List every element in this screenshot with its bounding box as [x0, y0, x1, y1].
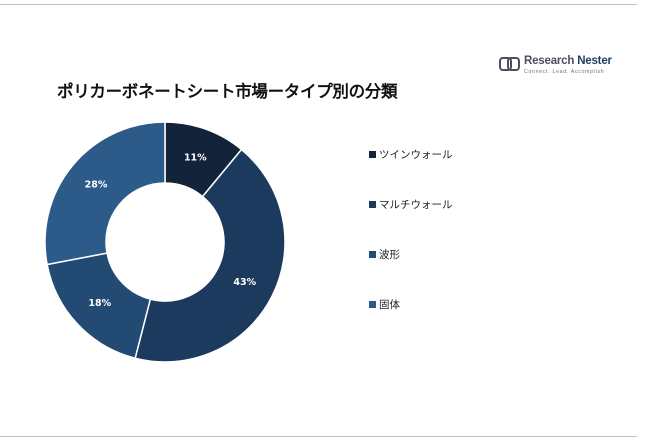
legend-label: 固体 [379, 298, 400, 311]
bottom-divider [0, 436, 637, 437]
logo-icon [499, 57, 520, 71]
legend-swatch [369, 250, 376, 258]
legend-label: ツインウォール [379, 148, 453, 161]
top-divider [0, 4, 637, 5]
legend-label: マルチウォール [379, 198, 453, 211]
legend-swatch [369, 200, 376, 208]
donut-slice [44, 121, 166, 266]
legend-item: ツインウォール [369, 148, 453, 161]
slice-data-label: 18% [88, 298, 111, 309]
slice-data-label: 43% [233, 277, 256, 288]
legend-swatch [369, 300, 376, 308]
research-nester-logo: Research Nester Connect. Lead. Accomplis… [499, 54, 619, 80]
brand-name: Research Nester [524, 55, 612, 67]
slice-data-label: 28% [85, 179, 108, 190]
brand-tagline: Connect. Lead. Accomplish [524, 69, 605, 75]
slice-data-label: 11% [184, 152, 207, 163]
legend-item: マルチウォール [369, 198, 453, 211]
donut-slice [134, 148, 286, 363]
chart-legend: ツインウォール マルチウォール 波形固体 [369, 148, 453, 348]
legend-label: 波形 [379, 248, 400, 261]
legend-item: 固体 [369, 298, 453, 311]
legend-swatch [369, 150, 376, 158]
legend-item: 波形 [369, 248, 453, 261]
chart-title: ポリカーボネートシート市場ータイプ別の分類 [57, 82, 398, 101]
